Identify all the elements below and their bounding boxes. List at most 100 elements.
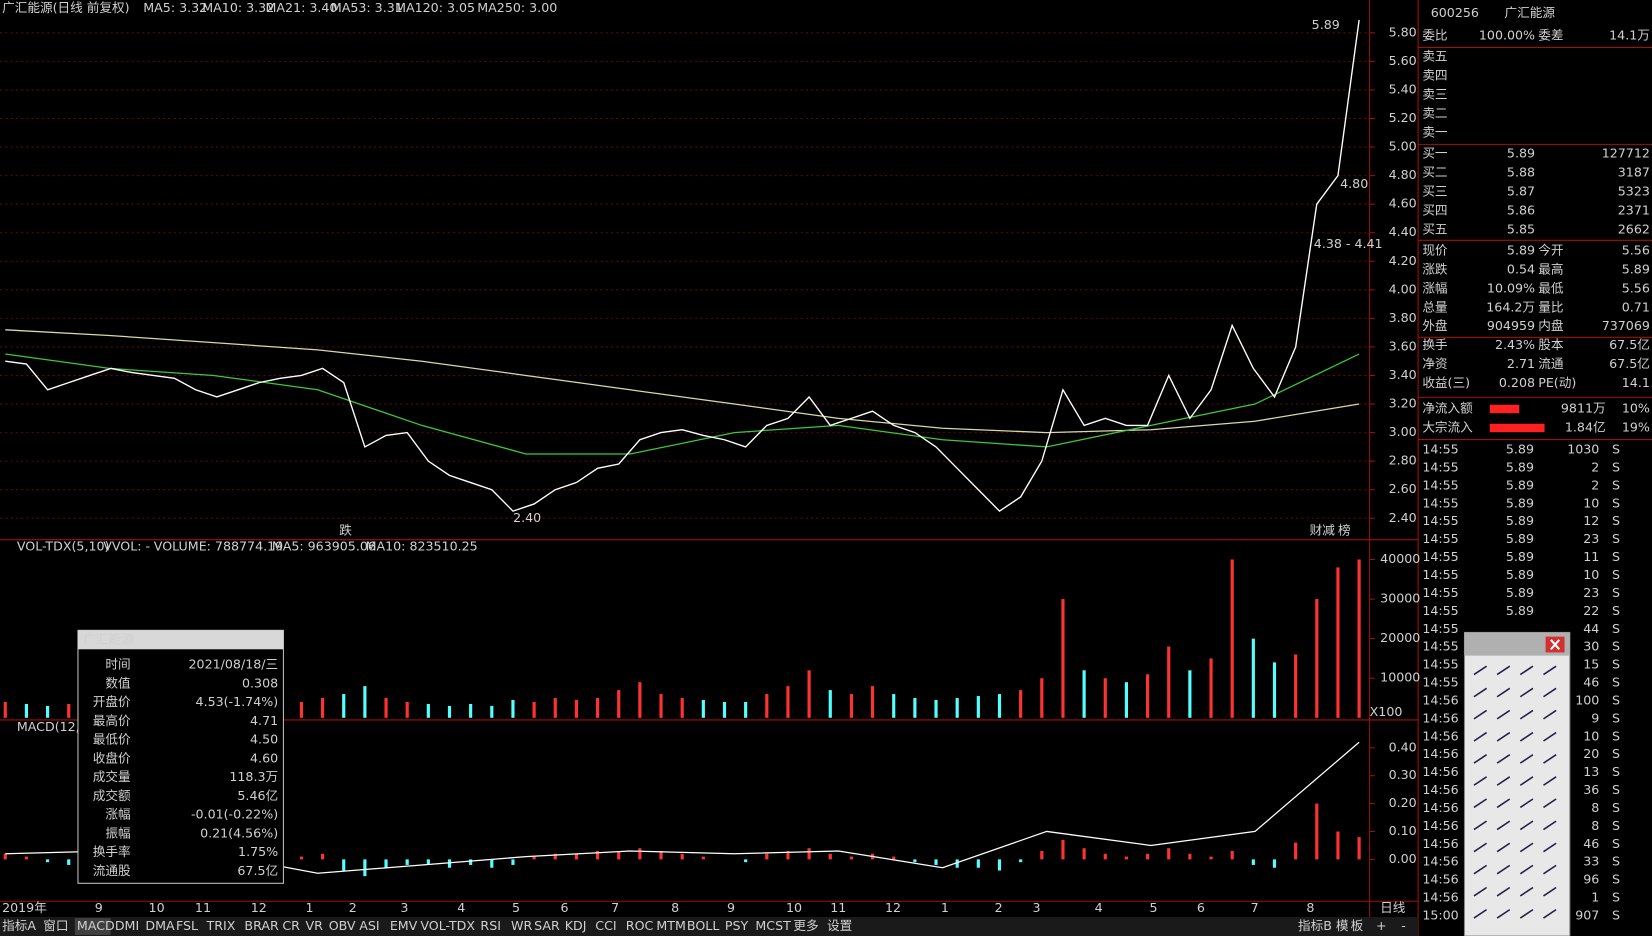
tool-icon[interactable]	[1473, 864, 1488, 875]
tab[interactable]: KDJ	[565, 918, 587, 933]
tab[interactable]: VOL-TDX	[420, 918, 475, 933]
tab[interactable]: CR	[282, 918, 300, 933]
tool-icon[interactable]	[1473, 798, 1488, 809]
tool-icon[interactable]	[1543, 842, 1557, 853]
tool-icon[interactable]	[1519, 908, 1534, 919]
tool-icon[interactable]	[1543, 864, 1557, 875]
tab[interactable]: BOLL	[687, 918, 719, 933]
tab[interactable]: TRIX	[206, 918, 236, 933]
tab[interactable]: FSL	[176, 918, 198, 933]
tab[interactable]: DMI	[115, 918, 139, 933]
volume-header: MA5: 963905.06	[272, 539, 376, 554]
tool-icon[interactable]	[1473, 665, 1488, 676]
tool-icon[interactable]	[1543, 709, 1557, 720]
tab[interactable]: DMA	[145, 918, 175, 933]
tool-icon[interactable]	[1519, 731, 1534, 742]
tool-icon[interactable]	[1496, 731, 1511, 742]
tool-icon[interactable]	[1519, 776, 1534, 786]
tool-icon[interactable]	[1496, 842, 1511, 853]
tool-icon[interactable]	[1543, 820, 1557, 831]
tool-icon[interactable]	[1519, 665, 1534, 676]
tab[interactable]: MTM	[656, 918, 685, 933]
y-tick-label: 2.80	[1389, 453, 1417, 468]
tool-icon[interactable]	[1519, 842, 1534, 853]
tick-side: S	[1612, 854, 1620, 869]
tool-icon[interactable]	[1473, 754, 1488, 764]
tool-icon[interactable]	[1473, 687, 1488, 698]
tab[interactable]: 指标A	[2, 918, 36, 933]
tab[interactable]: CCI	[595, 918, 616, 933]
tool-icon[interactable]	[1519, 709, 1534, 720]
tool-icon[interactable]	[1496, 886, 1511, 897]
buy-volume: 127712	[1602, 145, 1650, 160]
tab[interactable]: WR	[511, 918, 532, 933]
tab[interactable]: RSI	[480, 918, 501, 933]
tab[interactable]: SAR	[534, 918, 560, 933]
stat-value: 67.5亿	[1609, 337, 1650, 352]
tool-icon[interactable]	[1496, 776, 1511, 786]
tab[interactable]: 模	[1336, 918, 1349, 933]
sell-label: 卖五	[1422, 48, 1447, 63]
tool-icon[interactable]	[1543, 886, 1557, 897]
tool-icon[interactable]	[1496, 687, 1511, 698]
tick-side: S	[1612, 531, 1620, 546]
tab[interactable]: OBV	[329, 918, 356, 933]
tool-icon[interactable]	[1543, 908, 1557, 919]
buy-volume: 3187	[1618, 164, 1650, 179]
tab[interactable]: -	[1401, 918, 1406, 933]
tab[interactable]: 板	[1351, 918, 1364, 933]
tool-icon[interactable]	[1543, 798, 1557, 809]
tool-icon[interactable]	[1473, 842, 1488, 853]
tab[interactable]: ROC	[626, 918, 654, 933]
tick-side: S	[1612, 639, 1620, 654]
volume-bar	[1082, 670, 1086, 718]
tab[interactable]: PSY	[725, 918, 749, 933]
tool-icon[interactable]	[1519, 886, 1534, 897]
buy-volume: 2371	[1618, 202, 1650, 217]
tab[interactable]: VR	[306, 918, 324, 933]
tool-icon[interactable]	[1543, 731, 1557, 742]
volume-bar	[1167, 646, 1171, 718]
tool-icon[interactable]	[1496, 754, 1511, 764]
tool-icon[interactable]	[1496, 820, 1511, 831]
tool-icon[interactable]	[1496, 908, 1511, 919]
volume-bar	[1209, 658, 1213, 718]
tool-icon[interactable]	[1543, 665, 1557, 676]
tab[interactable]: ASI	[359, 918, 379, 933]
tool-icon[interactable]	[1519, 820, 1534, 831]
tab[interactable]: BRAR	[244, 918, 279, 933]
tool-icon[interactable]	[1473, 776, 1488, 786]
tool-icon[interactable]	[1473, 731, 1488, 742]
tool-icon[interactable]	[1543, 687, 1557, 698]
tool-icon[interactable]	[1519, 754, 1534, 764]
tool-icon[interactable]	[1519, 687, 1534, 698]
tab[interactable]: EMV	[390, 918, 418, 933]
tab[interactable]: MCST	[755, 918, 791, 933]
tab[interactable]: 设置	[827, 918, 852, 933]
tool-icon[interactable]	[1473, 820, 1488, 831]
tab[interactable]: 更多	[793, 918, 818, 933]
tool-icon[interactable]	[1473, 886, 1488, 897]
tool-icon[interactable]	[1496, 665, 1511, 676]
tool-icon[interactable]	[1496, 709, 1511, 720]
tool-icon[interactable]	[1473, 709, 1488, 720]
ratio-value: 100.00%	[1479, 27, 1535, 42]
tool-icon[interactable]	[1519, 798, 1534, 809]
stat-label: 量比	[1538, 299, 1563, 314]
tab[interactable]: MACD	[77, 918, 115, 933]
tick-time: 14:56	[1422, 836, 1458, 851]
tooltip-label: 时间	[105, 657, 130, 672]
tool-icon[interactable]	[1543, 776, 1557, 786]
tool-icon[interactable]	[1496, 798, 1511, 809]
volume-bar	[786, 686, 790, 718]
tab[interactable]: 窗口	[43, 918, 68, 933]
y-tick-label: 5.80	[1389, 24, 1417, 39]
tab[interactable]: 指标B	[1298, 918, 1332, 933]
tool-icon[interactable]	[1473, 908, 1488, 919]
tool-icon[interactable]	[1496, 864, 1511, 875]
tick-price: 5.89	[1506, 567, 1534, 582]
tool-icon[interactable]	[1543, 754, 1557, 764]
tooltip-title: 广汇能源	[83, 631, 134, 646]
tab[interactable]: +	[1376, 918, 1387, 933]
tool-icon[interactable]	[1519, 864, 1534, 875]
